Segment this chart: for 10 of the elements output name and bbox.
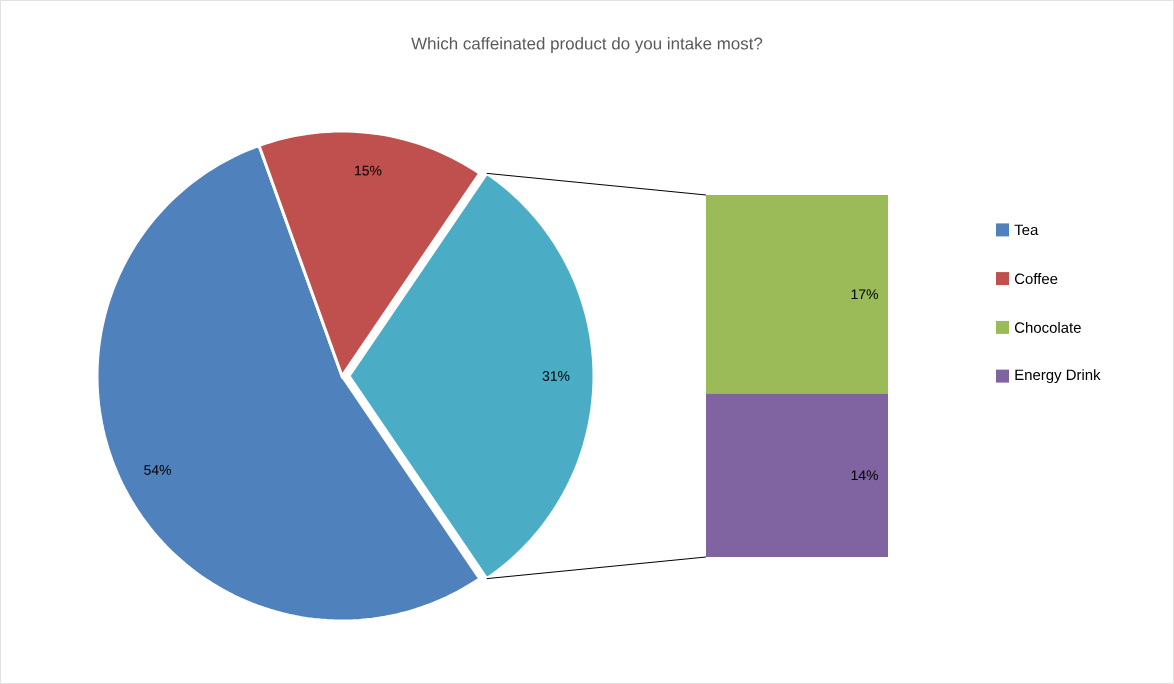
legend-label: Tea bbox=[1014, 224, 1039, 236]
data-label: 31% bbox=[542, 371, 570, 381]
legend-label: Chocolate bbox=[1014, 321, 1081, 333]
data-label: 14% bbox=[851, 470, 878, 481]
data-label: 54% bbox=[144, 465, 171, 475]
data-label: 17% bbox=[851, 289, 878, 300]
chart-title: Which caffeinated product do you intake most? bbox=[411, 37, 763, 53]
legend-label: Coffee bbox=[1014, 273, 1058, 285]
legend-label: Energy Drink bbox=[1015, 369, 1101, 384]
data-label: 15% bbox=[355, 165, 382, 176]
